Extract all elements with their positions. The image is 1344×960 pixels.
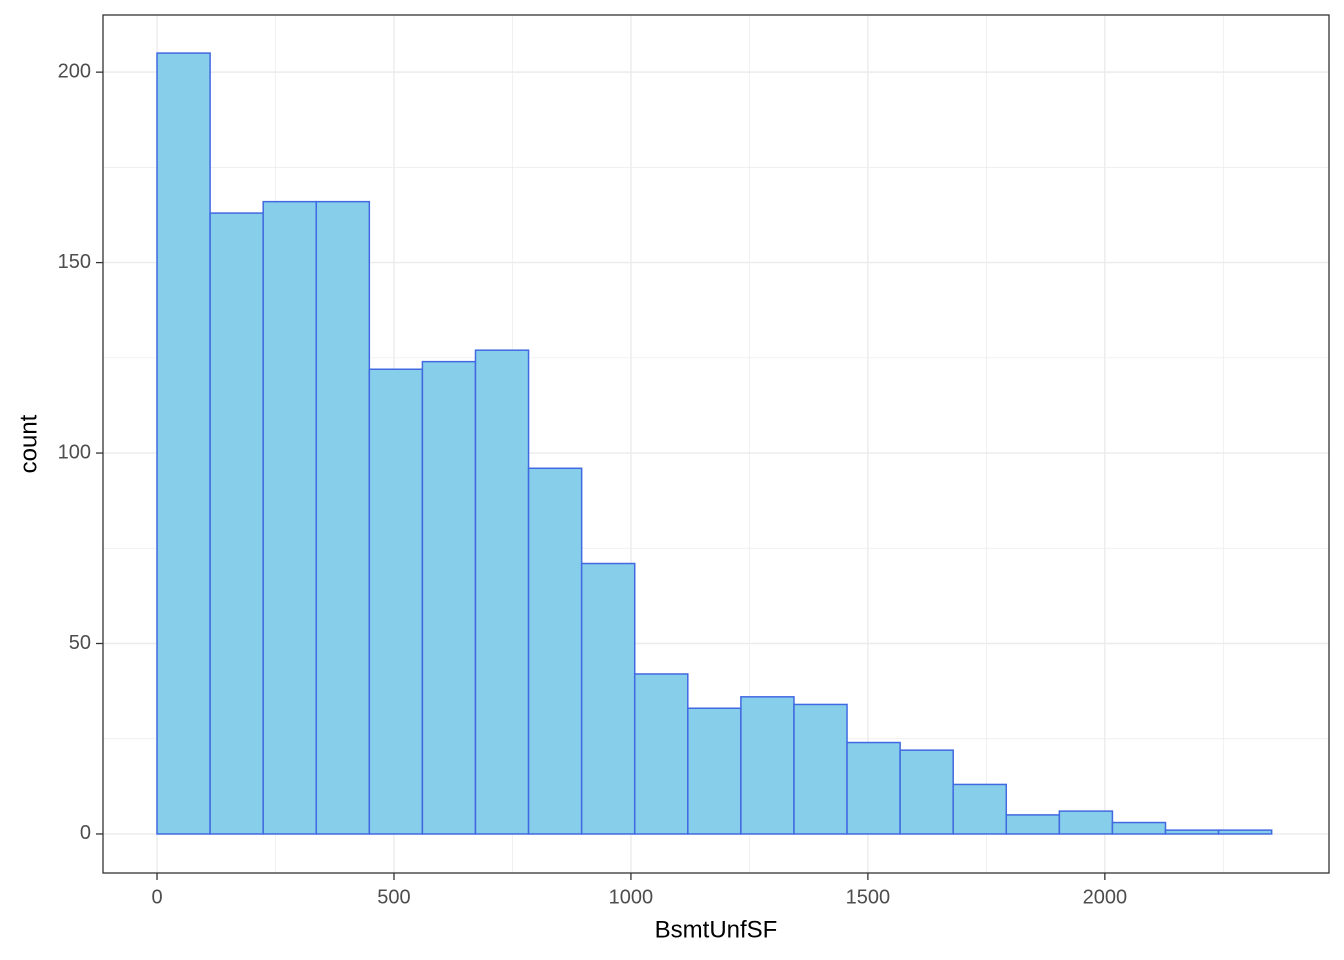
- bar: [527, 467, 583, 835]
- y-tick-label: 0: [80, 822, 91, 844]
- bar: [474, 349, 530, 835]
- bar: [633, 673, 689, 835]
- bar: [421, 360, 477, 835]
- y-tick-label: 200: [58, 60, 91, 82]
- x-tick-label: 0: [151, 886, 162, 908]
- bar: [952, 783, 1008, 835]
- bar: [262, 200, 318, 835]
- x-tick-label: 1000: [609, 886, 654, 908]
- y-axis-title: count: [15, 414, 42, 473]
- panel-border: [102, 14, 1330, 874]
- bar: [793, 703, 848, 835]
- y-tick-label: 50: [69, 632, 91, 654]
- bar: [209, 212, 264, 835]
- bar: [899, 749, 954, 835]
- bar: [156, 52, 211, 835]
- bars: [156, 52, 1273, 835]
- bar: [315, 200, 371, 835]
- x-axis-title: BsmtUnfSF: [655, 916, 778, 943]
- x-tick-label: 500: [377, 886, 410, 908]
- bar: [1217, 829, 1273, 835]
- y-tick-label: 150: [58, 251, 91, 273]
- x-tick-label: 1500: [846, 886, 891, 908]
- bar: [580, 562, 636, 835]
- x-tick-label: 2000: [1083, 886, 1128, 908]
- bar: [1111, 821, 1167, 835]
- bar: [1058, 810, 1114, 835]
- bar: [1164, 829, 1220, 835]
- bar: [740, 696, 795, 835]
- bar: [846, 741, 901, 835]
- bar: [687, 707, 742, 835]
- bar: [368, 368, 424, 835]
- bar: [1005, 814, 1061, 835]
- y-tick-label: 100: [58, 441, 91, 463]
